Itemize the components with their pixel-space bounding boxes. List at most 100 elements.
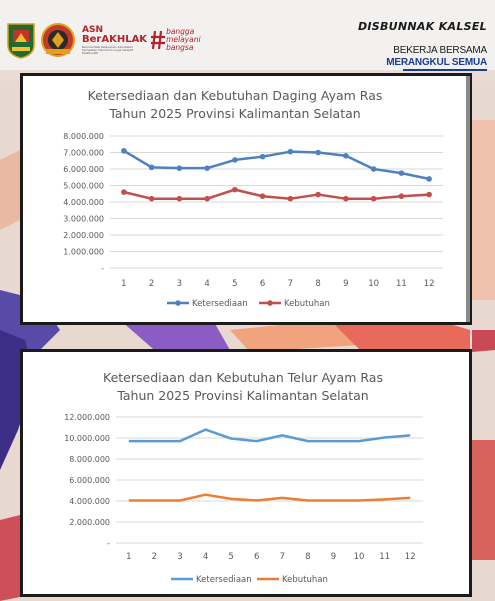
chart2-series — [128, 428, 411, 502]
y-tick-label: - — [101, 264, 104, 273]
y-tick-label: 2.000.000 — [69, 518, 110, 527]
chart2-x-ticks: 1 2 3 4 5 6 7 8 9 10 11 12 — [126, 552, 416, 562]
data-point — [315, 149, 321, 156]
legend-label: Kebutuhan — [284, 299, 330, 309]
y-tick-label: 10.000.000 — [64, 434, 110, 443]
legend-marker — [267, 300, 273, 306]
data-point — [398, 170, 405, 176]
series-line-1 — [123, 149, 430, 181]
berakhlak-label: BerAKHLAK — [82, 33, 148, 45]
y-tick-label: 7.000.000 — [63, 149, 104, 158]
tagline-1: BEKERJA BERSAMA — [393, 45, 487, 56]
x-tick-label: 7 — [288, 279, 293, 289]
data-point — [398, 193, 405, 200]
y-tick-label: 5.000.000 — [63, 182, 104, 191]
berakhlak-sub: Berorientasi Pelayanan Akuntabel Kompete… — [82, 44, 134, 55]
chart2-y-ticks: - 2.000.000 4.000.000 6.000.000 8.000.000 10.… — [64, 413, 110, 548]
data-point — [370, 166, 377, 172]
x-tick-label: 4 — [204, 279, 209, 289]
chart-daging-ayam: Ketersediaan dan Kebutuhan Daging Ayam R… — [23, 76, 466, 322]
x-tick-label: 12 — [405, 552, 416, 562]
x-tick-label: 1 — [126, 552, 131, 562]
x-tick-label: 10 — [354, 552, 365, 562]
data-point — [121, 189, 127, 195]
y-tick-label: 12.000.000 — [64, 413, 110, 422]
banjar-emblem-icon — [41, 23, 75, 57]
chart1-series — [121, 148, 432, 202]
header-logos: ASN BerAKHLAK Berorientasi Pelayanan Aku… — [6, 20, 201, 60]
data-point — [232, 157, 238, 163]
x-tick-label: 5 — [228, 552, 233, 562]
x-tick-label: 1 — [121, 279, 126, 289]
x-tick-label: 3 — [177, 279, 182, 289]
y-tick-label: 4.000.000 — [69, 497, 110, 506]
bangga-melayani-logo: bangga melayani bangsa — [151, 27, 201, 52]
data-point — [204, 165, 210, 171]
data-point — [343, 195, 349, 202]
x-tick-label: 8 — [305, 552, 310, 562]
hashtag-icon — [151, 30, 166, 50]
data-point — [176, 195, 183, 202]
data-point — [287, 148, 294, 155]
data-point — [121, 148, 127, 154]
x-tick-label: 11 — [379, 552, 390, 562]
chart2-legend: Ketersediaan Kebutuhan — [171, 575, 328, 585]
tagline-2: MERANGKUL SEMUA — [386, 57, 487, 68]
y-tick-label: 3.000.000 — [63, 215, 104, 224]
data-point — [370, 195, 377, 202]
chart1-y-ticks: - 1.000.000 2.000.000 3.000.000 4.000.000 5.0… — [63, 132, 104, 273]
x-tick-label: 2 — [152, 552, 157, 562]
chart1-subtitle: Tahun 2025 Provinsi Kalimantan Selatan — [108, 106, 360, 121]
x-tick-label: 5 — [232, 279, 237, 289]
data-point — [204, 195, 210, 202]
data-point — [148, 164, 155, 171]
series-line-2 — [123, 188, 430, 200]
y-tick-label: 8.000.000 — [69, 455, 110, 464]
data-point — [148, 195, 155, 202]
bangga-line-1: bangga — [166, 27, 195, 36]
data-point — [259, 193, 266, 200]
kalsel-emblem-icon — [7, 23, 35, 59]
chart1-title: Ketersediaan dan Kebutuhan Daging Ayam R… — [88, 88, 383, 103]
chart-telur-ayam: Ketersediaan dan Kebutuhan Telur Ayam Ra… — [23, 352, 469, 594]
y-tick-label: 4.000.000 — [63, 198, 104, 207]
chart2-title: Ketersediaan dan Kebutuhan Telur Ayam Ra… — [103, 370, 383, 385]
y-tick-label: 6.000.000 — [69, 476, 110, 485]
bangga-line-2: melayani — [166, 35, 201, 44]
x-tick-label: 6 — [254, 552, 259, 562]
chart1-legend: Ketersediaan Kebutuhan — [167, 299, 330, 309]
bangga-line-3: bangsa — [166, 43, 194, 52]
chart2-gridlines — [116, 416, 423, 544]
y-tick-label: 6.000.000 — [63, 165, 104, 174]
x-tick-label: 9 — [331, 552, 336, 562]
data-point — [426, 176, 432, 182]
x-tick-label: 8 — [315, 279, 320, 289]
brand-block: DISBUNNAK KALSEL BEKERJA BERSAMA MERANGK… — [358, 20, 487, 71]
data-point — [315, 191, 321, 198]
legend-label: Kebutuhan — [282, 575, 328, 585]
y-tick-label: 8.000.000 — [63, 132, 104, 141]
chart2-subtitle: Tahun 2025 Provinsi Kalimantan Selatan — [116, 388, 368, 403]
legend-marker — [175, 300, 181, 306]
data-point — [232, 186, 238, 193]
x-tick-label: 9 — [343, 279, 348, 289]
x-tick-label: 2 — [149, 279, 154, 289]
x-tick-label: 7 — [280, 552, 285, 562]
asn-label: ASN — [82, 24, 103, 35]
chart1-x-ticks: 1 2 3 4 5 6 7 8 9 10 11 12 — [121, 279, 434, 289]
data-point — [259, 153, 266, 160]
legend-label: Ketersediaan — [196, 575, 252, 585]
data-point — [287, 195, 294, 202]
org-name: DISBUNNAK KALSEL — [357, 20, 487, 33]
x-tick-label: 6 — [260, 279, 265, 289]
chart1-edge-strip — [466, 76, 470, 322]
y-tick-label: 1.000.000 — [63, 248, 104, 257]
x-tick-label: 12 — [424, 279, 435, 289]
data-point — [343, 153, 349, 159]
asn-berakhlak-logo: ASN BerAKHLAK Berorientasi Pelayanan Aku… — [82, 24, 148, 55]
data-point — [426, 191, 432, 198]
x-tick-label: 4 — [203, 552, 208, 562]
tagline-underline — [403, 69, 487, 71]
y-tick-label: 2.000.000 — [63, 231, 104, 240]
chart1-gridlines — [110, 135, 443, 269]
